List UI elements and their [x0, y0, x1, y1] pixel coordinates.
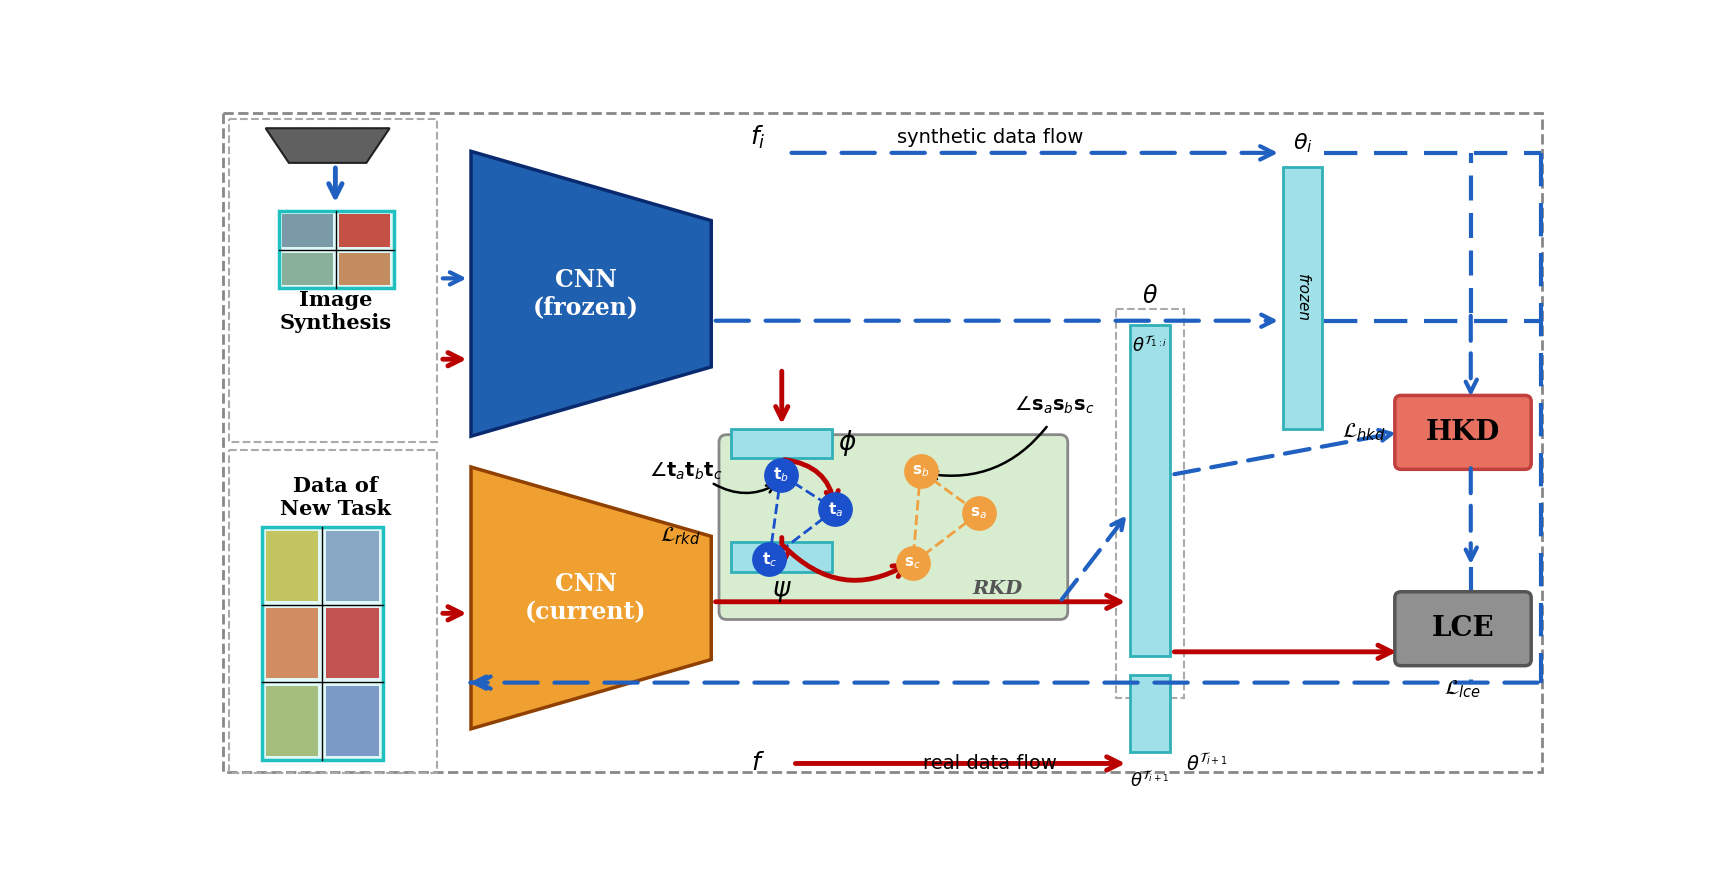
Polygon shape: [472, 467, 711, 729]
Text: $\theta$: $\theta$: [1142, 284, 1157, 307]
Bar: [262, 527, 382, 759]
Text: synthetic data flow: synthetic data flow: [897, 128, 1083, 147]
Text: $\theta_i$: $\theta_i$: [1293, 131, 1312, 155]
Bar: [279, 211, 394, 288]
Text: LCE: LCE: [1431, 615, 1495, 642]
Text: $\mathbf{s}_c$: $\mathbf{s}_c$: [904, 555, 921, 571]
Text: RKD: RKD: [973, 580, 1023, 597]
Bar: [1116, 309, 1185, 698]
Bar: [282, 253, 332, 286]
Text: $\mathbf{t}_a$: $\mathbf{t}_a$: [828, 500, 842, 519]
Text: $\mathcal{L}_{lce}$: $\mathcal{L}_{lce}$: [1445, 679, 1481, 701]
Text: $\phi$: $\phi$: [839, 428, 858, 458]
Bar: [265, 686, 319, 756]
Bar: [1283, 166, 1322, 428]
Bar: [339, 215, 391, 247]
Text: Data of
New Task: Data of New Task: [281, 477, 391, 519]
Bar: [325, 686, 379, 756]
Bar: [1130, 675, 1169, 752]
Bar: [229, 119, 437, 442]
Bar: [1130, 325, 1169, 655]
Text: $\mathcal{L}_{hkd}$: $\mathcal{L}_{hkd}$: [1341, 421, 1386, 443]
Bar: [325, 531, 379, 601]
Text: $\angle\mathbf{s}_a\mathbf{s}_b\mathbf{s}_c$: $\angle\mathbf{s}_a\mathbf{s}_b\mathbf{s…: [1014, 395, 1093, 416]
Text: $\mathbf{t}_c$: $\mathbf{t}_c$: [761, 550, 777, 569]
Bar: [732, 428, 832, 458]
Bar: [265, 531, 319, 601]
FancyBboxPatch shape: [1395, 592, 1531, 666]
Bar: [339, 253, 391, 286]
Text: $f$: $f$: [751, 752, 765, 775]
Polygon shape: [472, 152, 711, 436]
FancyBboxPatch shape: [1395, 395, 1531, 470]
Bar: [282, 215, 332, 247]
Text: CNN
(current): CNN (current): [525, 572, 646, 624]
Text: CNN
(frozen): CNN (frozen): [532, 268, 639, 320]
Text: $\mathbf{t}_b$: $\mathbf{t}_b$: [773, 465, 789, 484]
Text: $f_i$: $f_i$: [751, 124, 766, 151]
Text: $\mathbf{s}_a$: $\mathbf{s}_a$: [969, 505, 987, 521]
Text: $\theta^{\mathcal{T}_{i+1}}$: $\theta^{\mathcal{T}_{i+1}}$: [1186, 752, 1228, 774]
Text: $\mathcal{L}_{rkd}$: $\mathcal{L}_{rkd}$: [660, 526, 701, 548]
Text: HKD: HKD: [1426, 419, 1500, 446]
Text: $\mathbf{s}_b$: $\mathbf{s}_b$: [911, 463, 930, 478]
Text: real data flow: real data flow: [923, 754, 1057, 773]
FancyBboxPatch shape: [720, 434, 1068, 619]
Bar: [732, 542, 832, 572]
Bar: [325, 609, 379, 678]
Text: Image
Synthesis: Image Synthesis: [279, 290, 391, 333]
Text: $\theta^{\mathcal{T}_{1:i}}$: $\theta^{\mathcal{T}_{1:i}}$: [1133, 336, 1168, 357]
Text: $\psi$: $\psi$: [771, 578, 792, 604]
Text: frozen: frozen: [1295, 273, 1310, 321]
Text: $\angle\mathbf{t}_a\mathbf{t}_b\mathbf{t}_c$: $\angle\mathbf{t}_a\mathbf{t}_b\mathbf{t…: [649, 460, 723, 482]
Text: $\theta^{\mathcal{T}_{i+1}}$: $\theta^{\mathcal{T}_{i+1}}$: [1130, 771, 1169, 791]
Bar: [265, 609, 319, 678]
Polygon shape: [265, 128, 389, 163]
Bar: [229, 450, 437, 774]
